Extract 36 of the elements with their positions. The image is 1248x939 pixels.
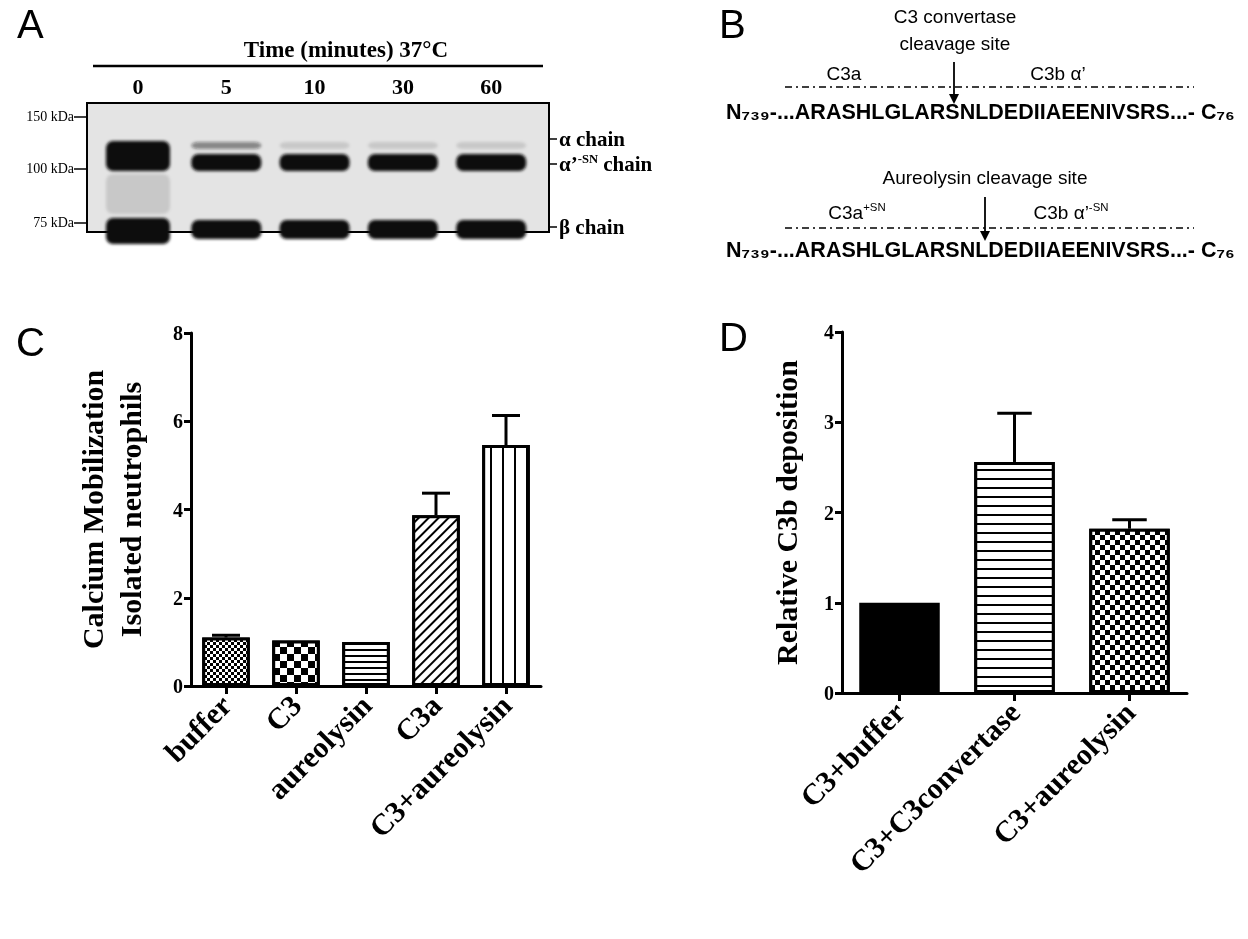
text: α’$^{-SN}$ chain [559, 151, 653, 177]
text: Time (minutes) 37°C [243, 37, 449, 63]
category-label: 0 [132, 74, 144, 100]
text: α chain [559, 126, 625, 152]
text: C3 convertase cleavage site [893, 5, 1017, 56]
text: A [17, 2, 44, 46]
text: N₇₃₉-...ARASHLGLARSNLDEDIIAEENIVSRS...- C₇₆ [726, 237, 1235, 263]
y-axis-title: Calcium Mobilization Isolated neutrophils [75, 369, 147, 650]
y-tick-label: 3 [824, 411, 834, 434]
text: C3b α’ [1030, 61, 1086, 86]
text: C3b α’$^{-SN}$ [1033, 200, 1109, 225]
text: 150 kDa [26, 109, 74, 125]
category-label: 60 [480, 74, 503, 100]
y-tick-label: 2 [173, 586, 183, 609]
category-label: 5 [220, 74, 232, 100]
text: 75 kDa [33, 215, 74, 231]
y-tick-label: 0 [173, 675, 183, 697]
text: 100 kDa [26, 161, 74, 177]
y-tick-label: 6 [173, 410, 183, 433]
text: Aureolysin cleavage site [882, 165, 1088, 190]
text: N₇₃₉-...ARASHLGLARSNLDEDIIAEENIVSRS...- C₇₆ [726, 99, 1235, 125]
y-axis-title: Relative C3b deposition [769, 359, 803, 666]
chart-title: C [16, 320, 45, 364]
y-tick-label: 8 [173, 322, 183, 344]
y-tick-label: 4 [173, 498, 183, 521]
y-tick-label: 1 [824, 591, 834, 614]
y-tick-label: 4 [824, 321, 834, 343]
text: B [719, 2, 746, 46]
y-tick-label: 0 [824, 682, 834, 704]
category-label: 30 [391, 74, 414, 100]
y-tick-label: 2 [824, 501, 834, 524]
text: β chain [559, 214, 625, 240]
category-label: 10 [303, 74, 326, 100]
text: C3a [826, 61, 862, 86]
text: C3a$^{+SN}$ [828, 200, 886, 225]
chart-title: D [719, 315, 748, 359]
